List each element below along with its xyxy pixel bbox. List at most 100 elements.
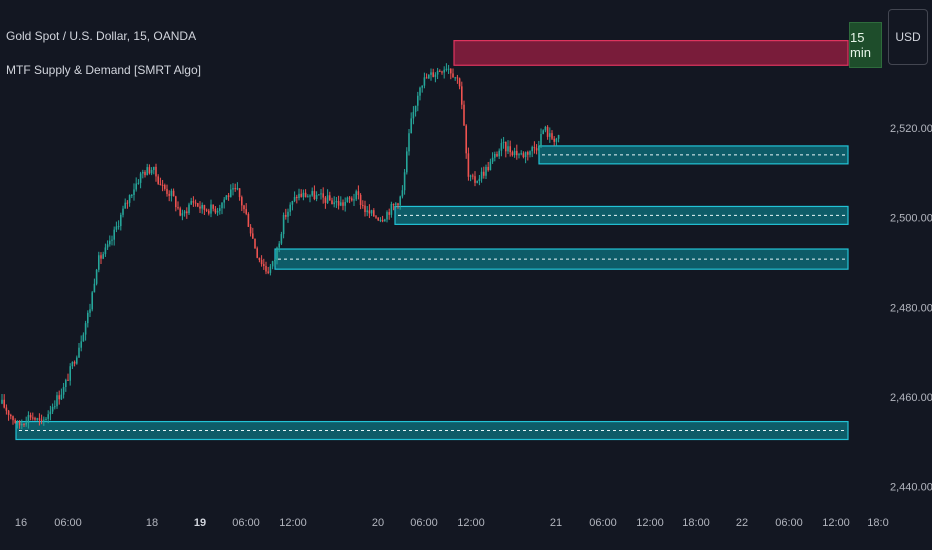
price-tick-label: 2,480.000 bbox=[890, 302, 932, 314]
candle-body bbox=[472, 175, 474, 177]
candle-body bbox=[40, 419, 43, 421]
candle-body bbox=[300, 193, 302, 197]
candle-body bbox=[113, 229, 115, 240]
price-tick-label: 2,500.000 bbox=[890, 213, 932, 225]
candle-body bbox=[315, 194, 318, 200]
candle-body bbox=[45, 418, 47, 420]
candle-body bbox=[84, 323, 87, 335]
time-tick-label: 18 bbox=[146, 517, 158, 529]
candle-body bbox=[555, 138, 558, 142]
candle-body bbox=[188, 204, 190, 214]
time-tick-label: 06:00 bbox=[775, 517, 803, 529]
candle-body bbox=[214, 208, 217, 213]
candle-body bbox=[150, 169, 153, 174]
candle-body bbox=[524, 152, 527, 158]
candle-body bbox=[256, 248, 258, 258]
candle-body bbox=[23, 423, 25, 425]
candle-body bbox=[153, 166, 155, 170]
candle-body bbox=[408, 133, 410, 152]
indicator-title[interactable]: MTF Supply & Demand [SMRT Algo] bbox=[6, 63, 201, 77]
candle-body bbox=[93, 283, 96, 293]
candle-body bbox=[507, 146, 509, 152]
candle-body bbox=[450, 68, 452, 74]
candle-body bbox=[304, 192, 307, 198]
candle-body bbox=[551, 133, 553, 139]
candle-body bbox=[166, 188, 168, 194]
candle-body bbox=[331, 200, 333, 205]
candle-body bbox=[16, 421, 19, 424]
candle-body bbox=[111, 239, 113, 241]
time-tick-label: 06:00 bbox=[54, 517, 82, 529]
candle-body bbox=[197, 203, 199, 207]
currency-button[interactable]: USD bbox=[888, 9, 928, 65]
candle-body bbox=[232, 188, 234, 190]
candle-body bbox=[172, 190, 175, 197]
candle-body bbox=[201, 204, 203, 209]
candle-body bbox=[146, 167, 148, 176]
candle-body bbox=[384, 219, 386, 222]
candle-body bbox=[483, 171, 485, 176]
candle-body bbox=[542, 130, 544, 134]
candle-body bbox=[54, 406, 56, 408]
candle-body bbox=[395, 203, 397, 205]
candle-body bbox=[223, 199, 225, 203]
candle-body bbox=[247, 213, 250, 227]
candle-body bbox=[100, 255, 102, 259]
candle-body bbox=[76, 357, 78, 364]
candle-body bbox=[144, 171, 146, 176]
candle-body bbox=[168, 193, 170, 196]
candle-body bbox=[58, 395, 60, 400]
candle-body bbox=[186, 211, 188, 214]
candle-body bbox=[348, 197, 351, 199]
candle-body bbox=[131, 194, 133, 196]
candle-body bbox=[436, 70, 439, 75]
candle-body bbox=[276, 247, 278, 261]
time-tick-label: 18:00 bbox=[682, 517, 710, 529]
candle-body bbox=[509, 146, 511, 153]
candle-body bbox=[322, 193, 324, 198]
candle-body bbox=[175, 196, 177, 208]
candle-body bbox=[69, 366, 71, 381]
candle-body bbox=[155, 166, 157, 177]
candle-body bbox=[337, 200, 340, 206]
candle-body bbox=[355, 191, 357, 200]
candle-body bbox=[502, 141, 505, 143]
candle-body bbox=[282, 215, 285, 235]
candle-body bbox=[359, 194, 362, 206]
time-tick-label: 12:00 bbox=[636, 517, 664, 529]
time-tick-label: 20 bbox=[372, 517, 384, 529]
candle-body bbox=[287, 211, 289, 217]
candle-body bbox=[82, 334, 85, 342]
candle-body bbox=[87, 312, 89, 324]
candle-body bbox=[91, 292, 93, 310]
candle-body bbox=[177, 207, 179, 209]
candle-body bbox=[219, 208, 221, 211]
candle-body bbox=[549, 133, 551, 137]
candle-body bbox=[142, 171, 144, 174]
candle-body bbox=[373, 210, 375, 217]
candle-body bbox=[115, 226, 118, 230]
candle-body bbox=[368, 210, 371, 214]
candle-body bbox=[522, 153, 525, 158]
candle-body bbox=[362, 205, 364, 207]
candle-body bbox=[344, 201, 346, 206]
candle-body bbox=[25, 422, 27, 425]
candle-body bbox=[538, 146, 540, 151]
candle-body bbox=[463, 104, 465, 126]
candle-body bbox=[529, 151, 531, 155]
candle-body bbox=[60, 394, 63, 400]
candle-body bbox=[428, 74, 430, 79]
candle-body bbox=[423, 77, 426, 86]
candle-body bbox=[252, 233, 254, 239]
time-tick-label: 06:00 bbox=[232, 517, 260, 529]
candle-body bbox=[381, 219, 384, 222]
candle-body bbox=[210, 204, 212, 214]
candle-body bbox=[225, 195, 228, 200]
candle-body bbox=[29, 415, 32, 418]
candle-body bbox=[340, 202, 342, 206]
candle-body bbox=[104, 247, 107, 255]
candle-body bbox=[447, 68, 450, 70]
candle-body bbox=[106, 244, 109, 248]
